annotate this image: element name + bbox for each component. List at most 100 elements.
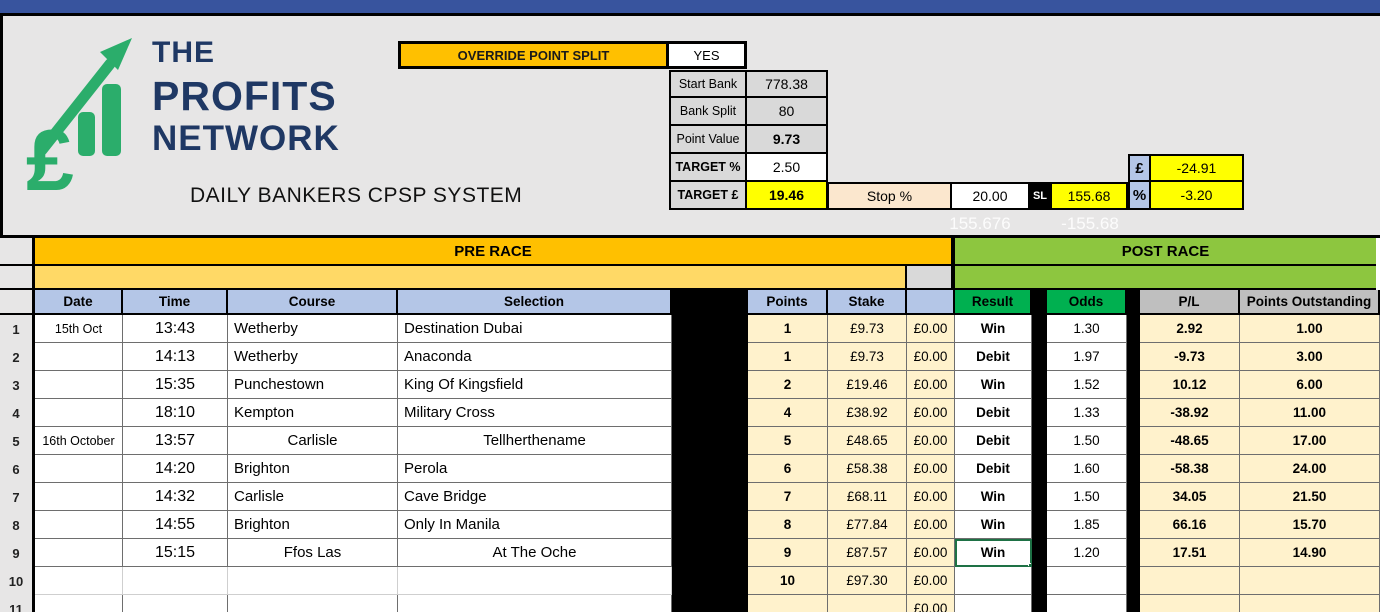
cell-time[interactable]: 15:35 (123, 371, 228, 399)
cell-stake[interactable]: £48.65 (828, 427, 907, 455)
cell-selection[interactable]: Tellherthename (398, 427, 672, 455)
cell-date[interactable] (35, 343, 123, 371)
cell-time[interactable] (123, 595, 228, 612)
row-number[interactable]: 5 (0, 427, 35, 455)
cell-points-outstanding[interactable]: 15.70 (1240, 511, 1380, 539)
sl-value-cell[interactable]: 155.68 (1052, 182, 1128, 210)
cell-date[interactable] (35, 483, 123, 511)
cell-pl[interactable]: -48.65 (1140, 427, 1240, 455)
cell-time[interactable]: 13:43 (123, 315, 228, 343)
cell-selection[interactable]: Destination Dubai (398, 315, 672, 343)
column-header-zero[interactable] (907, 290, 955, 315)
cell-result[interactable] (955, 595, 1032, 612)
cell-odds[interactable]: 1.50 (1047, 427, 1127, 455)
cell-selection[interactable] (398, 567, 672, 595)
cell-pl[interactable]: 17.51 (1140, 539, 1240, 567)
percent-summary-value-cell[interactable]: -3.20 (1151, 182, 1244, 210)
column-header-date[interactable]: Date (35, 290, 123, 315)
cell-selection[interactable]: Anaconda (398, 343, 672, 371)
cell-course[interactable]: Wetherby (228, 315, 398, 343)
cell-course[interactable]: Ffos Las (228, 539, 398, 567)
cell-course[interactable]: Kempton (228, 399, 398, 427)
cell-stake[interactable] (828, 595, 907, 612)
cell-date[interactable] (35, 399, 123, 427)
cell-points-outstanding[interactable]: 24.00 (1240, 455, 1380, 483)
cell-stake[interactable]: £9.73 (828, 343, 907, 371)
cell-points[interactable]: 4 (748, 399, 828, 427)
selection-fill-handle[interactable] (1028, 563, 1031, 566)
cell-result[interactable]: Win▼ (955, 539, 1032, 567)
cell-points[interactable]: 7 (748, 483, 828, 511)
row-number[interactable]: 11 (0, 595, 35, 612)
cell-selection[interactable] (398, 595, 672, 612)
cell-odds[interactable]: 1.33 (1047, 399, 1127, 427)
cell-selection[interactable]: Only In Manila (398, 511, 672, 539)
cell-result[interactable]: Win (955, 315, 1032, 343)
cell-odds[interactable] (1047, 567, 1127, 595)
cell-time[interactable]: 14:32 (123, 483, 228, 511)
cell-date[interactable] (35, 567, 123, 595)
cell-zero[interactable]: £0.00 (907, 455, 955, 483)
cell-odds[interactable]: 1.20 (1047, 539, 1127, 567)
row-number[interactable]: 7 (0, 483, 35, 511)
cell-points-outstanding[interactable]: 11.00 (1240, 399, 1380, 427)
cell-points[interactable]: 1 (748, 343, 828, 371)
cell-selection[interactable]: Cave Bridge (398, 483, 672, 511)
cell-zero[interactable]: £0.00 (907, 483, 955, 511)
cell-pl[interactable] (1140, 595, 1240, 612)
column-header-odds[interactable]: Odds (1047, 290, 1127, 315)
cell-odds[interactable]: 1.85 (1047, 511, 1127, 539)
cell-selection[interactable]: Perola (398, 455, 672, 483)
cell-points[interactable]: 8 (748, 511, 828, 539)
cell-zero[interactable]: £0.00 (907, 511, 955, 539)
override-point-split-value-cell[interactable]: YES (669, 41, 747, 69)
cell-course[interactable]: Wetherby (228, 343, 398, 371)
column-header-points-outstanding[interactable]: Points Outstanding (1240, 290, 1380, 315)
cell-time[interactable]: 14:20 (123, 455, 228, 483)
cell-stake[interactable]: £97.30 (828, 567, 907, 595)
cell-zero[interactable]: £0.00 (907, 315, 955, 343)
cell-time[interactable]: 13:57 (123, 427, 228, 455)
cell-time[interactable]: 18:10 (123, 399, 228, 427)
pound-summary-value-cell[interactable]: -24.91 (1151, 154, 1244, 182)
cell-selection[interactable]: At The Oche (398, 539, 672, 567)
cell-course[interactable] (228, 595, 398, 612)
bank-split-value-cell[interactable]: 80 (747, 98, 828, 126)
cell-stake[interactable]: £77.84 (828, 511, 907, 539)
cell-course[interactable]: Carlisle (228, 427, 398, 455)
cell-course[interactable]: Punchestown (228, 371, 398, 399)
cell-result[interactable]: Win (955, 483, 1032, 511)
row-number[interactable]: 10 (0, 567, 35, 595)
cell-time[interactable] (123, 567, 228, 595)
cell-result[interactable]: Win (955, 371, 1032, 399)
cell-date[interactable]: 16th October (35, 427, 123, 455)
cell-date[interactable] (35, 455, 123, 483)
cell-points-outstanding[interactable]: 17.00 (1240, 427, 1380, 455)
cell-odds[interactable]: 1.52 (1047, 371, 1127, 399)
row-number[interactable]: 1 (0, 315, 35, 343)
cell-course[interactable]: Brighton (228, 455, 398, 483)
cell-zero[interactable]: £0.00 (907, 371, 955, 399)
cell-stake[interactable]: £9.73 (828, 315, 907, 343)
cell-pl[interactable] (1140, 567, 1240, 595)
cell-zero[interactable]: £0.00 (907, 343, 955, 371)
stop-percent-value-cell[interactable]: 20.00 (952, 182, 1030, 210)
cell-date[interactable] (35, 595, 123, 612)
cell-stake[interactable]: £68.11 (828, 483, 907, 511)
cell-pl[interactable]: 66.16 (1140, 511, 1240, 539)
cell-result[interactable]: Debit (955, 399, 1032, 427)
cell-date[interactable] (35, 511, 123, 539)
cell-points-outstanding[interactable]: 6.00 (1240, 371, 1380, 399)
column-header-points[interactable]: Points (748, 290, 828, 315)
cell-pl[interactable]: -58.38 (1140, 455, 1240, 483)
cell-time[interactable]: 14:13 (123, 343, 228, 371)
cell-points[interactable]: 2 (748, 371, 828, 399)
cell-stake[interactable]: £58.38 (828, 455, 907, 483)
cell-points[interactable] (748, 595, 828, 612)
cell-result[interactable]: Debit (955, 343, 1032, 371)
cell-odds[interactable] (1047, 595, 1127, 612)
cell-date[interactable]: 15th Oct (35, 315, 123, 343)
cell-points-outstanding[interactable]: 14.90 (1240, 539, 1380, 567)
result-dropdown-button[interactable]: ▼ (1031, 541, 1032, 563)
cell-points-outstanding[interactable]: 1.00 (1240, 315, 1380, 343)
